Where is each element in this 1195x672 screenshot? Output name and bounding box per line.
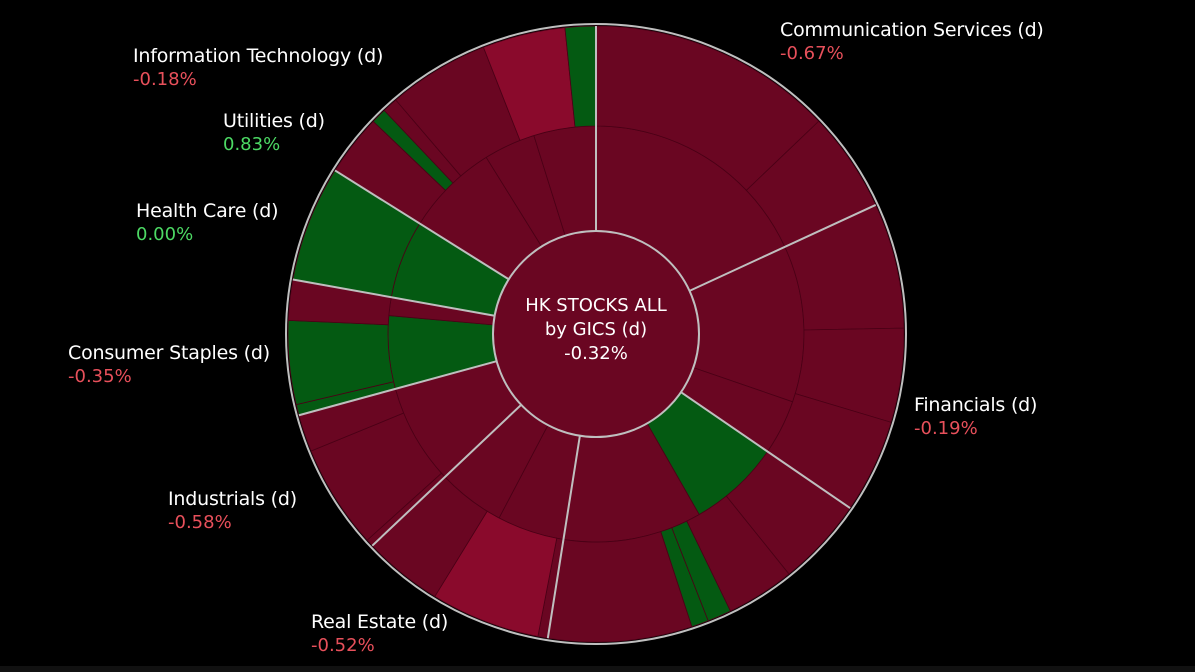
- core-outline: [492, 230, 700, 438]
- sector-name: Information Technology (d): [133, 45, 384, 67]
- sector-change: 0.00%: [136, 224, 194, 245]
- sector-label-industrials[interactable]: Industrials (d) -0.58%: [168, 488, 297, 534]
- sector-name: Communication Services (d): [780, 19, 1044, 41]
- core-segment[interactable]: [493, 231, 699, 437]
- sector-divider-1: [689, 204, 877, 292]
- sector-label-information-technology[interactable]: Information Technology (d) -0.18%: [133, 45, 383, 91]
- sector-label-real-estate[interactable]: Real Estate (d) -0.52%: [311, 611, 448, 657]
- sector-dividers: [292, 26, 877, 639]
- sector-label-consumer-staples[interactable]: Consumer Staples (d) -0.35%: [68, 342, 270, 388]
- outer-outline: [285, 23, 907, 645]
- sector-name: Financials (d): [914, 394, 1038, 416]
- center-title-line2: by GICS (d): [544, 319, 648, 340]
- sector-divider-6: [292, 278, 495, 317]
- sector-divider-7: [334, 169, 510, 281]
- sector-name: Consumer Staples (d): [68, 342, 270, 364]
- center-title-line1: HK STOCKS ALL: [525, 295, 667, 316]
- sector-change: -0.67%: [780, 43, 844, 64]
- sector-change: -0.35%: [68, 366, 132, 387]
- sector-change: 0.83%: [223, 134, 281, 155]
- sector-change: -0.58%: [168, 512, 232, 533]
- stock-ring: [287, 25, 905, 643]
- ring-outlines: [285, 23, 907, 645]
- sector-label-communication-services[interactable]: Communication Services (d) -0.67%: [780, 19, 1044, 65]
- sector-label-utilities[interactable]: Utilities (d) 0.83%: [223, 110, 325, 156]
- sector-divider-5: [298, 360, 497, 417]
- center-value: -0.32%: [564, 343, 628, 364]
- sector-divider-3: [546, 435, 581, 639]
- sector-name: Utilities (d): [223, 110, 325, 132]
- sector-name: Industrials (d): [168, 488, 297, 510]
- sector-divider-4: [371, 404, 522, 547]
- sector-name: Health Care (d): [136, 200, 279, 222]
- bottom-divider: [0, 666, 1195, 672]
- sector-label-health-care[interactable]: Health Care (d) 0.00%: [136, 200, 279, 246]
- sector-divider-2: [680, 391, 851, 509]
- sector-change: -0.52%: [311, 635, 375, 656]
- sector-change: -0.18%: [133, 69, 197, 90]
- sector-change: -0.19%: [914, 418, 978, 439]
- sector-label-financials[interactable]: Financials (d) -0.19%: [914, 394, 1037, 440]
- sector-name: Real Estate (d): [311, 611, 449, 633]
- industry-ring: [387, 125, 805, 543]
- chart-center-label: HK STOCKS ALL by GICS (d) -0.32%: [496, 294, 696, 366]
